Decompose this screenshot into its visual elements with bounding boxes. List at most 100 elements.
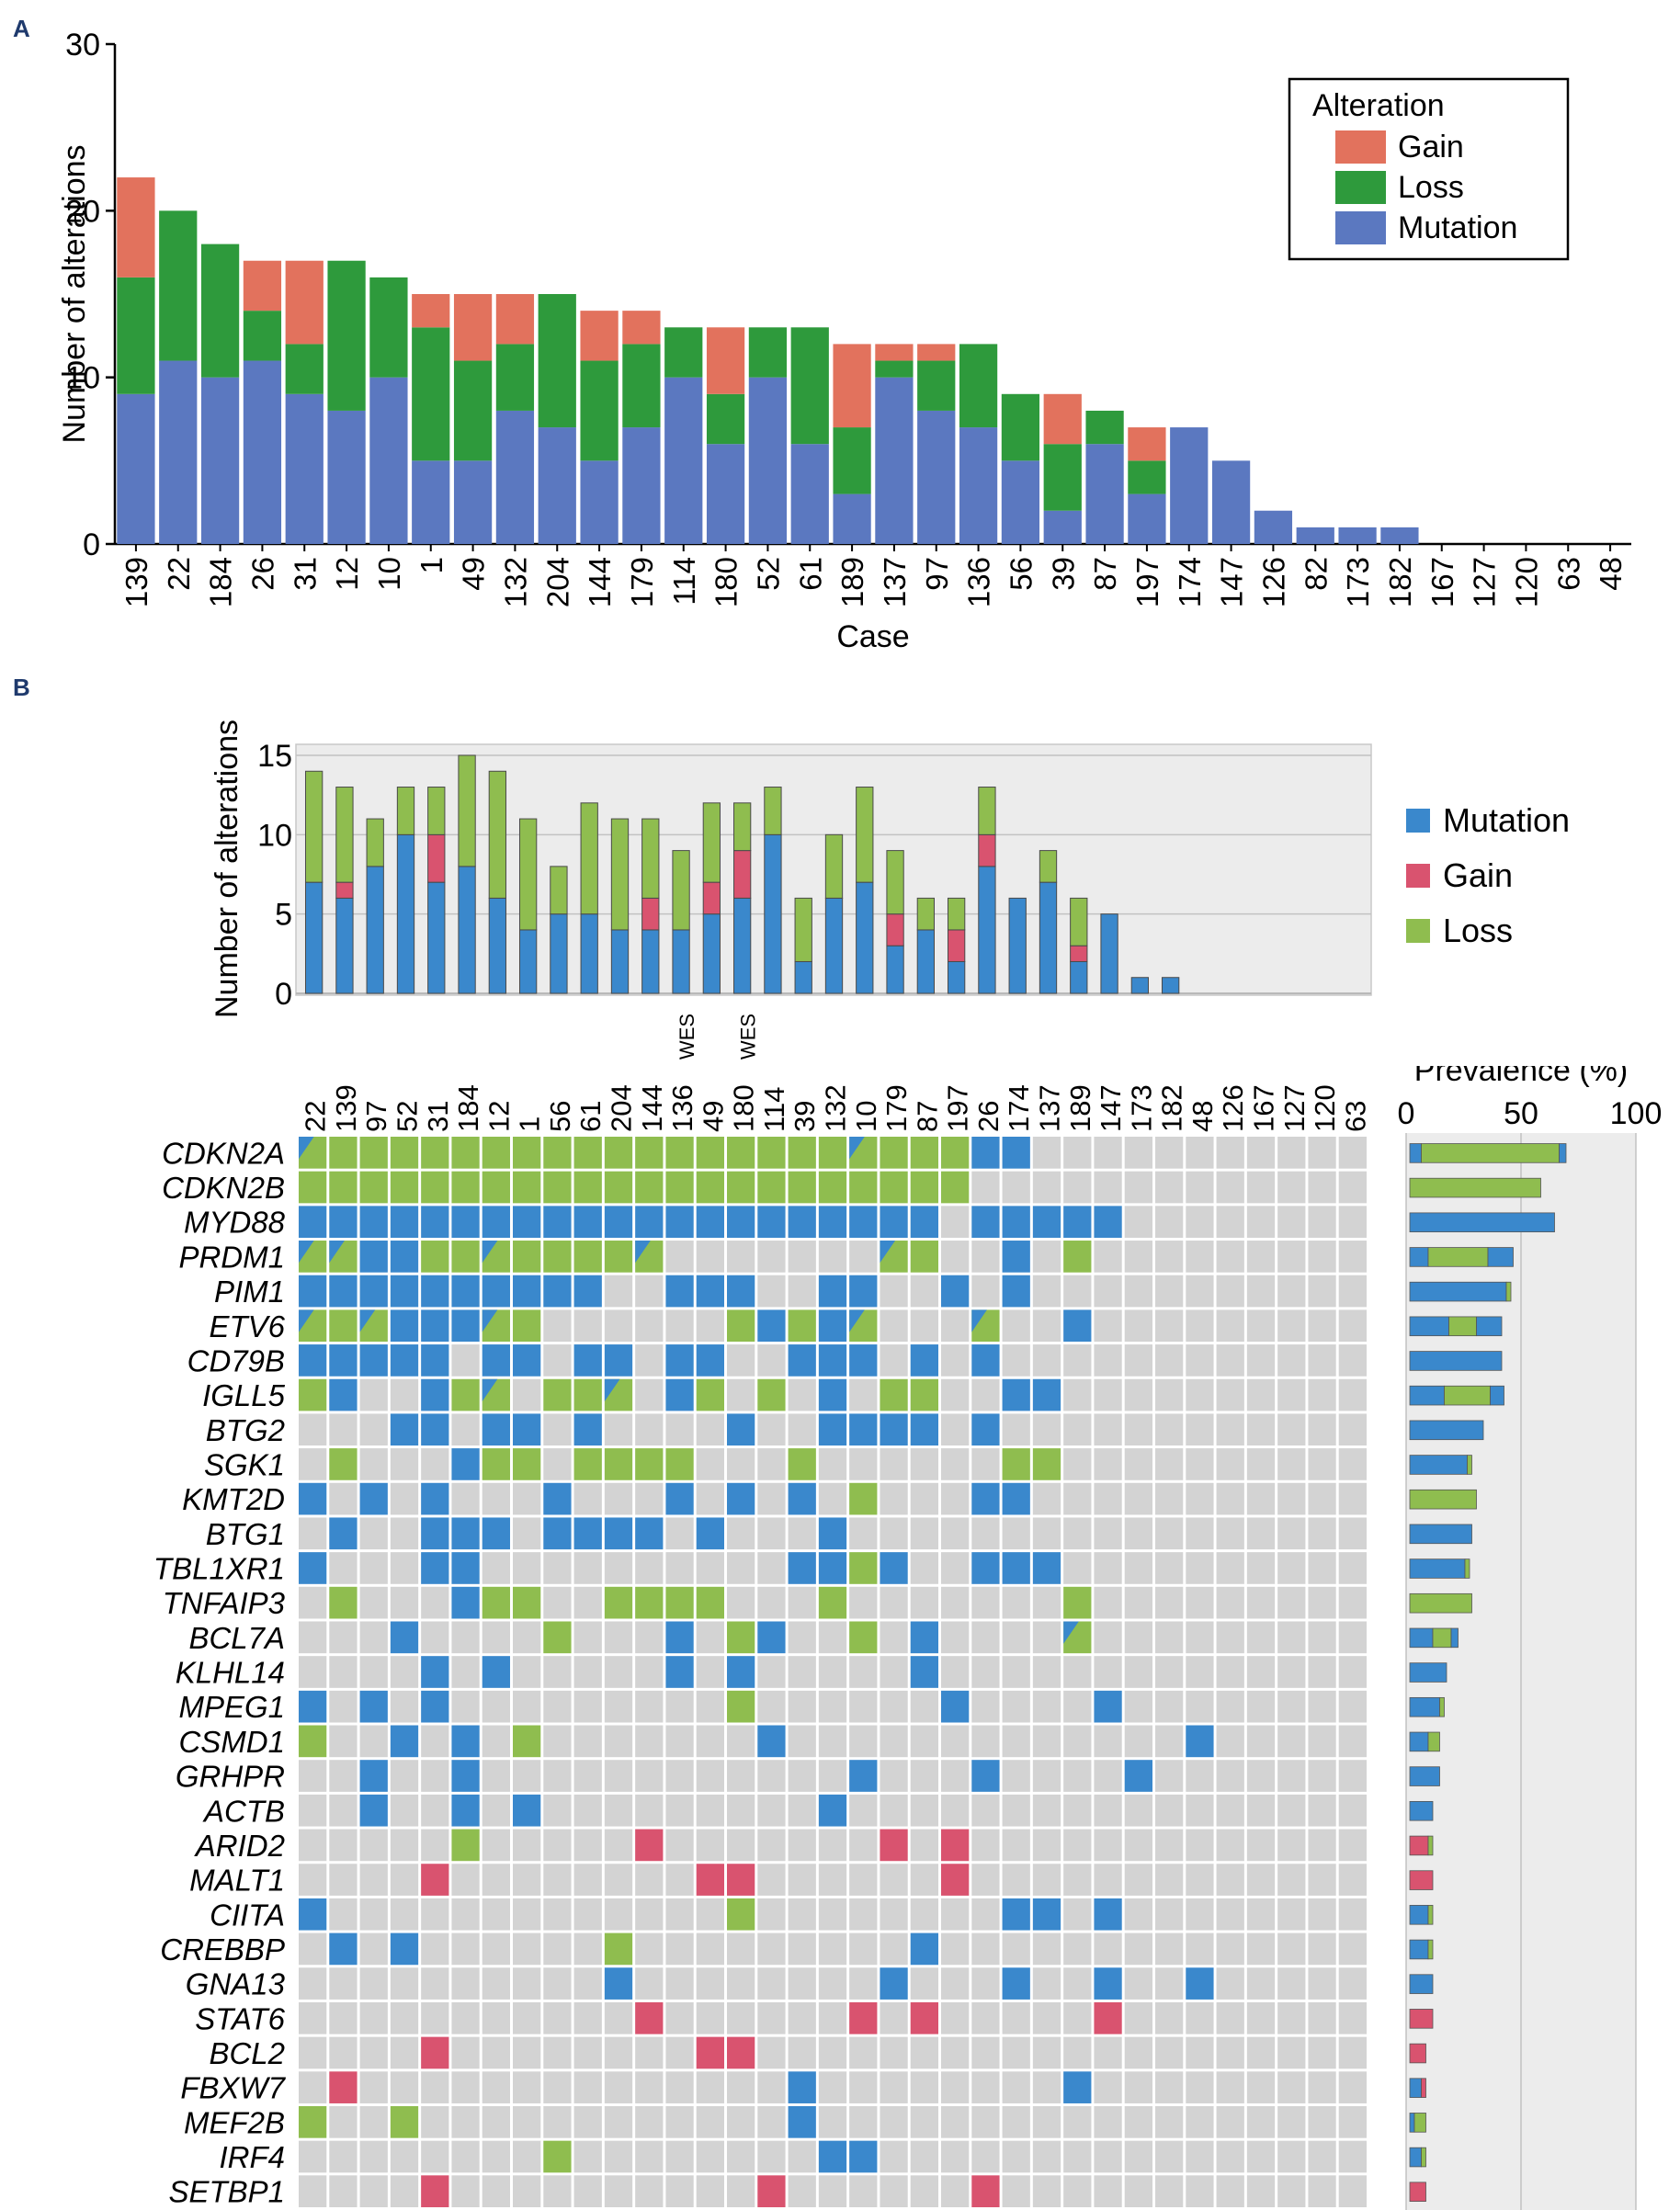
heatmap-cell (451, 1656, 480, 1688)
heatmap-cell (1277, 1482, 1306, 1515)
heatmap-cell (451, 1171, 480, 1204)
heatmap-cell (359, 1413, 388, 1446)
heatmap-cell (788, 1898, 816, 1931)
heatmap-cell (543, 1309, 572, 1343)
bar-mutation (664, 377, 703, 544)
heatmap-cell (604, 1241, 633, 1273)
heatmap-cell (604, 1864, 633, 1896)
heatmap-cell (1338, 1206, 1367, 1239)
heatmap-cell (1032, 1171, 1061, 1204)
heatmap-cell (1032, 1898, 1061, 1931)
heatmap-cell (849, 1932, 878, 1966)
legend-swatch-gain (1406, 864, 1430, 888)
heatmap-cell (299, 2071, 327, 2103)
bar-loss (243, 311, 282, 361)
heatmap-cell (299, 1378, 327, 1411)
heatmap-cell (788, 1586, 816, 1619)
heatmap-cell (910, 1309, 938, 1343)
heatmap-cell (818, 1413, 847, 1446)
bar-gain (886, 913, 904, 946)
heatmap-cell (1186, 1794, 1214, 1827)
bar-loss (369, 277, 408, 378)
bar-mutation (1001, 460, 1040, 544)
bar-gain (117, 177, 155, 278)
bar-mutation (916, 929, 936, 994)
heatmap-cell (1308, 1309, 1336, 1343)
bar-mutation (622, 427, 661, 544)
heatmap-cell (604, 1690, 633, 1723)
bar-loss (580, 360, 619, 461)
heatmap-cell (696, 2175, 724, 2207)
heatmap-cell (635, 1760, 664, 1792)
heatmap-cell (1246, 1309, 1276, 1343)
gene-label: GRHPR (176, 1760, 285, 1794)
heatmap-cell (390, 2071, 419, 2103)
heatmap-cell (299, 2036, 327, 2069)
heatmap-cell (604, 2140, 633, 2173)
heatmap-cell (941, 1275, 970, 1308)
gene-label: BTG1 (206, 1517, 285, 1551)
heatmap-cell (788, 1967, 816, 2000)
prevalence-tick-label: 0 (1398, 1096, 1415, 1131)
heatmap-cell (665, 1690, 694, 1723)
heatmap-cell (1186, 1586, 1214, 1619)
prevalence-bar-mutation (1409, 1974, 1434, 1994)
heatmap-cell (573, 1552, 602, 1584)
prevalence-bar-mutation (1409, 1385, 1445, 1406)
heatmap-cell (329, 1621, 358, 1654)
heatmap-cell (543, 1206, 572, 1239)
panel-label-b: B (13, 674, 30, 701)
heatmap-cell (757, 1690, 786, 1723)
heatmap-cell (971, 1413, 1000, 1446)
heatmap-cell (513, 2140, 541, 2173)
gene-label: CSMD1 (178, 1725, 285, 1759)
heatmap-cell (543, 1482, 572, 1515)
heatmap-cell (1155, 1206, 1184, 1239)
heatmap-cell (1246, 2036, 1276, 2069)
heatmap-cell (1308, 1448, 1336, 1480)
heatmap-cell (635, 1690, 664, 1723)
heatmap-cell (727, 1171, 755, 1204)
heatmap-cell (910, 1378, 938, 1411)
heatmap-cell (1246, 1413, 1276, 1446)
bar-loss (764, 787, 782, 835)
heatmap-cell (696, 2036, 724, 2069)
heatmap-cell (1032, 1137, 1061, 1169)
heatmap-cell-mutation-corner (482, 1378, 498, 1402)
heatmap-cell (1338, 1517, 1367, 1550)
bar-mutation (1070, 960, 1088, 994)
heatmap-cell (1246, 1932, 1276, 1966)
heatmap-cell (757, 1448, 786, 1480)
heatmap-cell (727, 1482, 755, 1515)
heatmap-cell (1124, 2140, 1152, 2173)
heatmap-cell (1063, 1552, 1092, 1584)
heatmap-cell (1277, 1967, 1306, 2000)
bar-loss (304, 770, 324, 883)
bar-loss (917, 360, 956, 411)
heatmap-cell (421, 1378, 449, 1411)
heatmap-cell (971, 2071, 1000, 2103)
heatmap-cell (818, 2140, 847, 2173)
heatmap-cell (849, 1760, 878, 1792)
heatmap-cell (573, 2036, 602, 2069)
heatmap-cell (696, 1206, 724, 1239)
heatmap-cell (788, 1760, 816, 1792)
heatmap-cell (665, 1378, 694, 1411)
heatmap-cell (482, 1898, 510, 1931)
bar-loss (335, 787, 354, 883)
heatmap-cell (1308, 1206, 1336, 1239)
heatmap-cell (1094, 1309, 1122, 1343)
prevalence-bar-loss (1439, 1696, 1445, 1717)
heatmap-cell (635, 2071, 664, 2103)
heatmap-cell (757, 2071, 786, 2103)
prevalence-bar-both (1487, 1247, 1514, 1267)
x-tick-label: 126 (1256, 557, 1290, 607)
column-label: 147 (1095, 1084, 1127, 1132)
heatmap-cell (1277, 1898, 1306, 1931)
heatmap-cell (513, 2001, 541, 2034)
heatmap-cell (1246, 1760, 1276, 1792)
heatmap-cell (696, 1378, 724, 1411)
bar-loss (833, 427, 871, 494)
heatmap-cell (757, 1967, 786, 2000)
heatmap-cell (421, 1967, 449, 2000)
